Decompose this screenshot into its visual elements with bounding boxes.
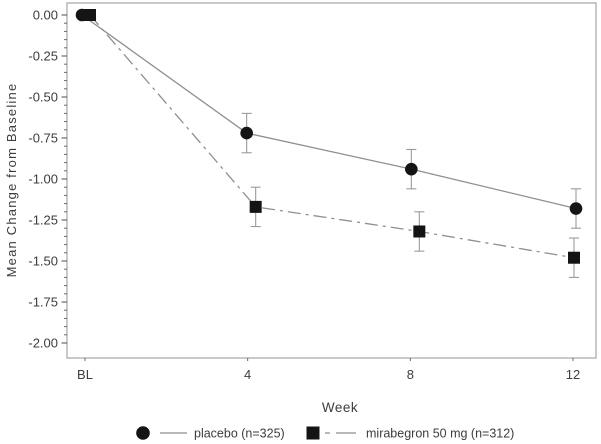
placebo-marker-circle [240, 126, 253, 140]
mirabegron-marker-square [568, 251, 580, 264]
y-axis-title: Mean Change from Baseline [4, 83, 19, 278]
plot-frame [66, 2, 597, 359]
mirabegron-marker-square [84, 9, 96, 21]
legend-placebo-marker [136, 426, 150, 440]
series-line-placebo [81, 14, 577, 210]
mirabegron-marker-square [249, 200, 262, 213]
y-tick-label: -1.00 [28, 172, 58, 187]
y-tick-label: 0.00 [33, 8, 58, 23]
placebo-marker-circle [569, 202, 583, 215]
legend-mirabegron-label: mirabegron 50 mg (n=312) [366, 427, 514, 441]
legend-placebo-label: placebo (n=325) [194, 427, 285, 441]
y-tick-label: -1.25 [28, 213, 58, 228]
mirabegron-marker-square [413, 225, 426, 238]
x-tick-label: 8 [407, 367, 414, 382]
x-tick-label: 4 [244, 367, 251, 382]
y-tick-label: -2.00 [28, 336, 58, 351]
x-tick-label: 12 [566, 367, 580, 382]
series-line-mirabegron [89, 14, 575, 259]
y-tick-label: -1.50 [28, 254, 58, 269]
y-tick-label: -0.75 [28, 131, 58, 146]
legend-mirabegron-marker [306, 426, 320, 440]
y-tick-label: -0.50 [28, 90, 58, 105]
y-tick-label: -1.75 [28, 295, 58, 310]
x-axis-title: Week [322, 400, 358, 415]
placebo-marker-circle [405, 162, 418, 176]
y-tick-label: -0.25 [28, 49, 58, 64]
x-tick-label: BL [77, 367, 93, 382]
